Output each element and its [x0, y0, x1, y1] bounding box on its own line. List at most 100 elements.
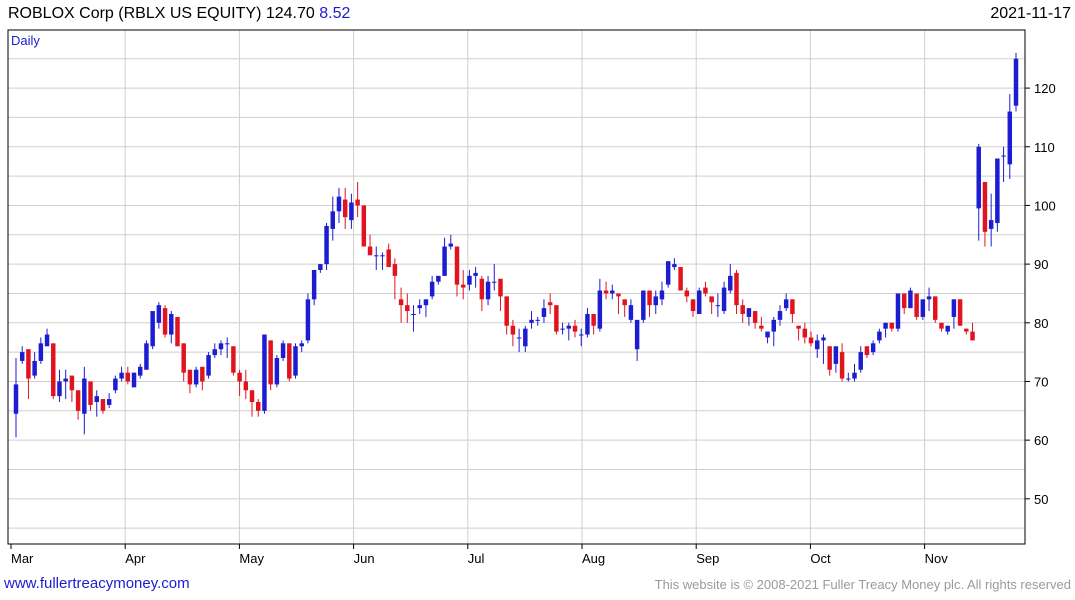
candle-body — [75, 390, 81, 411]
candle-body — [970, 331, 975, 341]
candle — [417, 299, 422, 314]
candle — [734, 269, 739, 314]
candle — [752, 311, 758, 329]
candle — [703, 281, 708, 297]
candle-body — [162, 308, 168, 335]
candle — [721, 281, 727, 314]
candle-body — [734, 272, 739, 306]
candle-body — [951, 299, 957, 317]
candle — [473, 267, 478, 288]
candle — [380, 252, 385, 270]
candle-body — [175, 316, 180, 347]
candle-body — [13, 384, 19, 414]
grid — [8, 30, 1025, 544]
candle — [374, 246, 379, 270]
candle — [429, 275, 435, 300]
candle-body — [19, 352, 25, 361]
candle — [560, 322, 565, 335]
candle — [156, 302, 162, 329]
candle — [249, 390, 255, 417]
candle-body — [964, 328, 969, 332]
candle — [1013, 52, 1019, 112]
candle — [212, 343, 217, 358]
y-tick-label: 50 — [1034, 492, 1048, 507]
candle — [933, 296, 938, 323]
candle — [26, 349, 31, 400]
candle — [939, 322, 944, 332]
y-tick-label: 100 — [1034, 198, 1056, 213]
candle — [342, 187, 348, 229]
candle-body — [305, 299, 311, 341]
y-tick-label: 60 — [1034, 433, 1048, 448]
candle — [889, 322, 895, 332]
candle-body — [1001, 155, 1006, 157]
candle — [330, 196, 336, 241]
candle-body — [442, 246, 447, 276]
candle-body — [914, 293, 919, 317]
candle — [746, 308, 752, 326]
x-axis: Mar Apr May Jun Jul Aug Sep Oct Nov — [10, 544, 948, 566]
candle-body — [603, 290, 609, 294]
candle-body — [870, 343, 876, 353]
candle-body — [69, 375, 75, 391]
candle-body — [479, 278, 485, 300]
candle-body — [144, 343, 149, 370]
candle — [144, 340, 149, 370]
candle — [392, 258, 398, 300]
candle — [355, 181, 360, 218]
candle-body — [32, 360, 37, 376]
chart-date: 2021-11-17 — [990, 5, 1071, 22]
candle — [808, 331, 814, 347]
candle — [529, 311, 534, 329]
candle-body — [572, 325, 578, 332]
candle-body — [982, 181, 988, 232]
candle — [516, 328, 522, 353]
candle-body — [504, 296, 509, 326]
candle-body — [237, 372, 242, 382]
candle — [1007, 93, 1013, 180]
candle — [69, 375, 75, 403]
candle — [169, 311, 174, 344]
candle-body — [113, 378, 118, 391]
candle-body — [169, 313, 174, 335]
candle — [622, 299, 627, 317]
candle-body — [436, 275, 441, 282]
candle — [970, 322, 975, 341]
candle — [187, 369, 193, 394]
website-link[interactable]: www.fullertreacymoney.com — [4, 575, 190, 592]
x-tick-label: Apr — [125, 551, 146, 566]
x-tick-label: Mar — [11, 551, 34, 566]
candle — [535, 316, 540, 326]
candle — [336, 187, 342, 224]
candle-body — [193, 369, 199, 385]
candle-body — [634, 319, 640, 350]
candle — [995, 158, 1000, 232]
candle — [740, 299, 745, 323]
candle-body — [976, 146, 981, 209]
candle-body — [759, 325, 764, 329]
candle — [591, 313, 596, 335]
candle-body — [877, 331, 882, 341]
candle-body — [535, 319, 540, 321]
candle-body — [672, 264, 677, 268]
candle — [411, 305, 416, 332]
candle-body — [287, 343, 292, 379]
candle — [672, 258, 677, 270]
candle-body — [150, 311, 155, 347]
candle — [150, 311, 155, 350]
candle — [777, 305, 783, 326]
candle-body — [125, 372, 131, 382]
candle-body — [765, 331, 770, 338]
candle — [926, 287, 932, 312]
candle — [206, 352, 211, 379]
candle-body — [324, 225, 329, 265]
plot-frame — [7, 29, 1026, 545]
candle — [728, 264, 733, 294]
candle-body — [846, 378, 851, 380]
candle-body — [392, 264, 398, 276]
candle — [945, 325, 950, 335]
candle-body — [411, 313, 416, 315]
candle-body — [901, 293, 907, 309]
candle — [423, 299, 429, 317]
y-tick-label: 90 — [1034, 257, 1048, 272]
